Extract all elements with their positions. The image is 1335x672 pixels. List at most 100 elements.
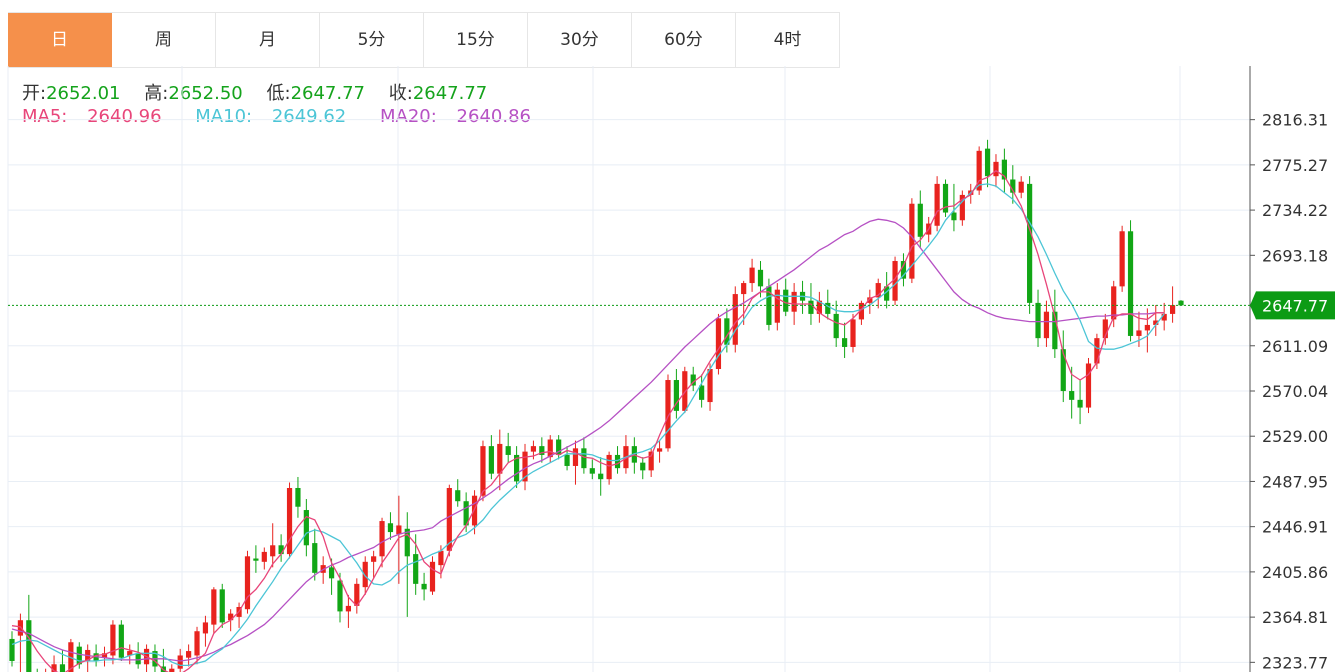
- y-tick-label: 2487.95: [1262, 472, 1328, 491]
- candle-body: [942, 183, 949, 213]
- candle-body: [1136, 330, 1142, 336]
- candle-body: [581, 448, 587, 469]
- candle-body: [1027, 183, 1033, 303]
- candle-body: [741, 283, 747, 295]
- candle-body: [312, 543, 318, 573]
- candle-body: [1119, 231, 1125, 287]
- ohlc-readout: 开:2652.01 高:2652.50 低:2647.77 收:2647.77: [22, 79, 505, 105]
- y-tick-label: 2364.81: [1262, 608, 1328, 627]
- candle-body: [471, 495, 478, 526]
- candle-body: [1111, 286, 1117, 320]
- candle-body: [194, 631, 200, 656]
- candle-body: [455, 490, 461, 502]
- candle-body: [421, 583, 427, 590]
- low-label: 低:: [266, 83, 291, 104]
- candle-body: [17, 620, 24, 636]
- candle-body: [791, 291, 797, 312]
- candle-body: [76, 646, 82, 665]
- candle-body: [446, 487, 452, 551]
- candle-body: [253, 558, 259, 561]
- y-tick-label: 2734.22: [1262, 201, 1328, 220]
- candle-body: [547, 439, 553, 458]
- ma10-line: [11, 183, 1165, 667]
- candle-body: [463, 501, 469, 526]
- tab-3[interactable]: 5分: [320, 13, 424, 67]
- candle-body: [337, 580, 343, 612]
- candle-body: [371, 556, 377, 562]
- candle-body: [816, 300, 822, 314]
- ma10-label: MA10:: [195, 106, 253, 127]
- y-tick-label: 2611.09: [1262, 337, 1328, 356]
- candle-body: [51, 664, 57, 672]
- candle-body: [556, 439, 562, 455]
- candle-body: [1153, 320, 1159, 325]
- candle-body: [984, 148, 991, 177]
- candle-body: [186, 651, 192, 658]
- last-price-label: 2647.77: [1262, 296, 1328, 315]
- period-tabs: 日周月 5分 15分 30分 60分 4时: [8, 12, 840, 68]
- ma5-value: 2640.96: [87, 106, 162, 127]
- candle-body: [858, 302, 865, 320]
- y-tick-label: 2570.04: [1262, 382, 1328, 401]
- candle-body: [295, 487, 301, 507]
- open-label: 开:: [22, 83, 47, 104]
- candle-body: [9, 638, 15, 661]
- candle-body: [1085, 363, 1092, 408]
- candle-body: [909, 203, 915, 279]
- candle-body: [1043, 311, 1050, 339]
- close-value: 2647.77: [412, 83, 488, 104]
- ma20-line: [11, 218, 1165, 662]
- tab-4[interactable]: 15分: [424, 13, 528, 67]
- high-label: 高:: [144, 83, 169, 104]
- tab-5[interactable]: 30分: [528, 13, 632, 67]
- candle-body: [614, 454, 621, 469]
- high-value: 2652.50: [168, 83, 243, 104]
- candlestick-chart[interactable]: 2647.77 2816.31 2775.27 2734.22 2693.18 2611.…: [0, 66, 1335, 672]
- candle-body: [1169, 305, 1176, 314]
- candle-body: [396, 525, 402, 535]
- candle-body: [1018, 181, 1024, 193]
- last-price-marker: [1250, 291, 1335, 320]
- tab-2[interactable]: 月: [216, 13, 320, 67]
- tab-6[interactable]: 60分: [632, 13, 736, 67]
- candle-body: [1144, 324, 1150, 331]
- candle-body: [665, 380, 671, 449]
- candle-body: [429, 561, 436, 592]
- candle-body: [1077, 399, 1083, 408]
- y-tick-label: 2446.91: [1262, 518, 1328, 537]
- candle-body: [488, 446, 494, 474]
- ma20-readout: MA20: 2640.86: [380, 106, 545, 127]
- candle-body: [682, 371, 688, 411]
- candle-body: [673, 380, 679, 411]
- y-tick-label: 2816.31: [1262, 111, 1328, 130]
- close-label: 收:: [388, 83, 413, 104]
- candle-body: [328, 567, 335, 579]
- ma-readout: MA5: 2640.96 MA10: 2649.62 MA20: 2640.86: [22, 106, 559, 127]
- candle-body: [354, 583, 360, 606]
- tab-1[interactable]: 周: [112, 13, 216, 67]
- candle-body: [514, 454, 520, 482]
- candle-body: [900, 261, 907, 279]
- tab-7[interactable]: 4时: [736, 13, 840, 67]
- candle-body: [1010, 179, 1016, 193]
- candle-body: [640, 462, 646, 471]
- candle-body: [228, 613, 234, 621]
- candle-body: [1060, 349, 1066, 392]
- candle-body: [1001, 159, 1007, 180]
- candle-body: [850, 319, 856, 347]
- candle-body: [345, 605, 352, 612]
- tab-0[interactable]: 日: [8, 13, 112, 67]
- candle-body: [177, 655, 183, 669]
- candle-body: [480, 446, 486, 496]
- ma5-label: MA5:: [22, 106, 68, 127]
- candle-body: [219, 589, 225, 623]
- candle-body: [387, 523, 394, 533]
- candle-body: [1094, 338, 1100, 364]
- candle-body: [951, 212, 957, 221]
- candle-body: [1069, 391, 1075, 400]
- ma5-readout: MA5: 2640.96: [22, 106, 176, 127]
- candle-body: [976, 150, 982, 191]
- candle-body: [841, 338, 848, 347]
- candle-body: [757, 269, 764, 287]
- candle-body: [270, 545, 276, 557]
